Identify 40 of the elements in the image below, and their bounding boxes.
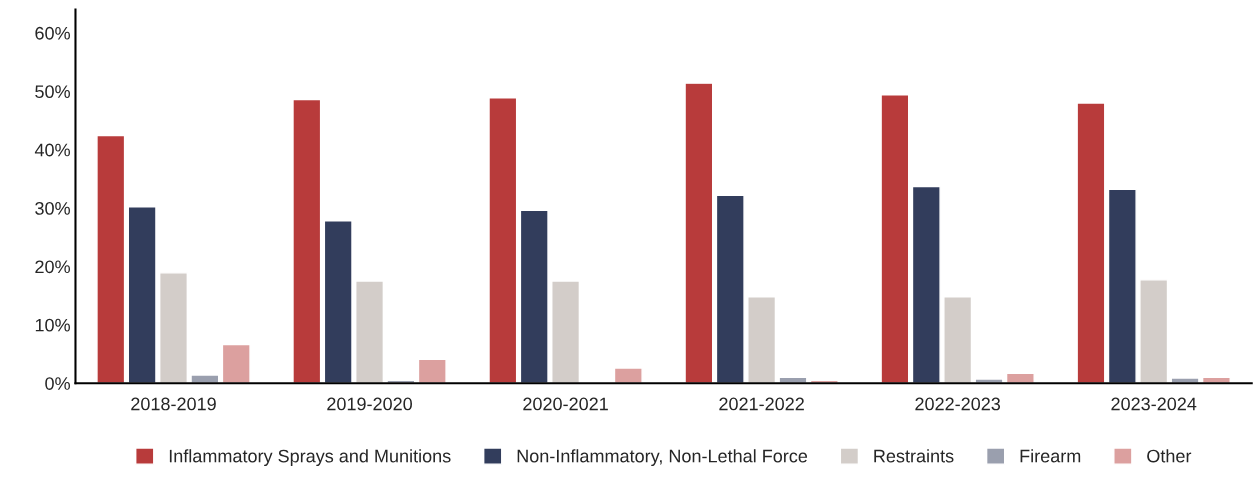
x-tick-label: 2023-2024 xyxy=(1111,397,1197,411)
legend-label: Other xyxy=(1147,449,1192,463)
bar xyxy=(519,209,549,384)
bar xyxy=(127,206,157,384)
bar xyxy=(1076,102,1106,384)
y-tick-label: 50% xyxy=(35,85,70,99)
bar xyxy=(488,97,518,384)
bar xyxy=(292,98,322,384)
bar xyxy=(715,194,745,384)
bar xyxy=(911,185,941,384)
bar xyxy=(747,296,777,384)
y-tick-label: 0% xyxy=(45,377,70,390)
bar xyxy=(880,94,910,384)
y-tick-label: 10% xyxy=(35,318,70,332)
bar xyxy=(323,220,353,384)
legend-label: Restraints xyxy=(874,449,954,463)
bar xyxy=(221,343,251,384)
bar xyxy=(1107,188,1137,384)
y-tick-label: 30% xyxy=(35,202,70,215)
bar xyxy=(551,280,581,384)
bar xyxy=(613,367,643,384)
legend-label: Firearm xyxy=(1020,449,1081,463)
y-tick-label: 20% xyxy=(35,260,70,274)
x-tick-label: 2019-2020 xyxy=(327,397,413,411)
bar xyxy=(355,280,385,384)
bar xyxy=(96,134,126,384)
y-tick-label: 40% xyxy=(34,143,70,157)
bar xyxy=(159,272,188,384)
legend-label: Non-Inflammatory, Non-Lethal Force xyxy=(517,449,808,467)
y-tick-label: 60% xyxy=(35,26,70,40)
bar xyxy=(417,358,447,384)
bar xyxy=(190,374,220,384)
legend-label: Inflammatory Sprays and Munitions xyxy=(169,449,451,467)
bar xyxy=(684,82,714,384)
x-tick-label: 2018-2019 xyxy=(131,397,216,411)
bar xyxy=(1139,279,1169,384)
x-tick-label: 2020-2021 xyxy=(523,397,608,411)
bar xyxy=(943,296,973,384)
x-tick-label: 2021-2022 xyxy=(719,397,804,411)
x-tick-label: 2022-2023 xyxy=(915,397,1001,411)
